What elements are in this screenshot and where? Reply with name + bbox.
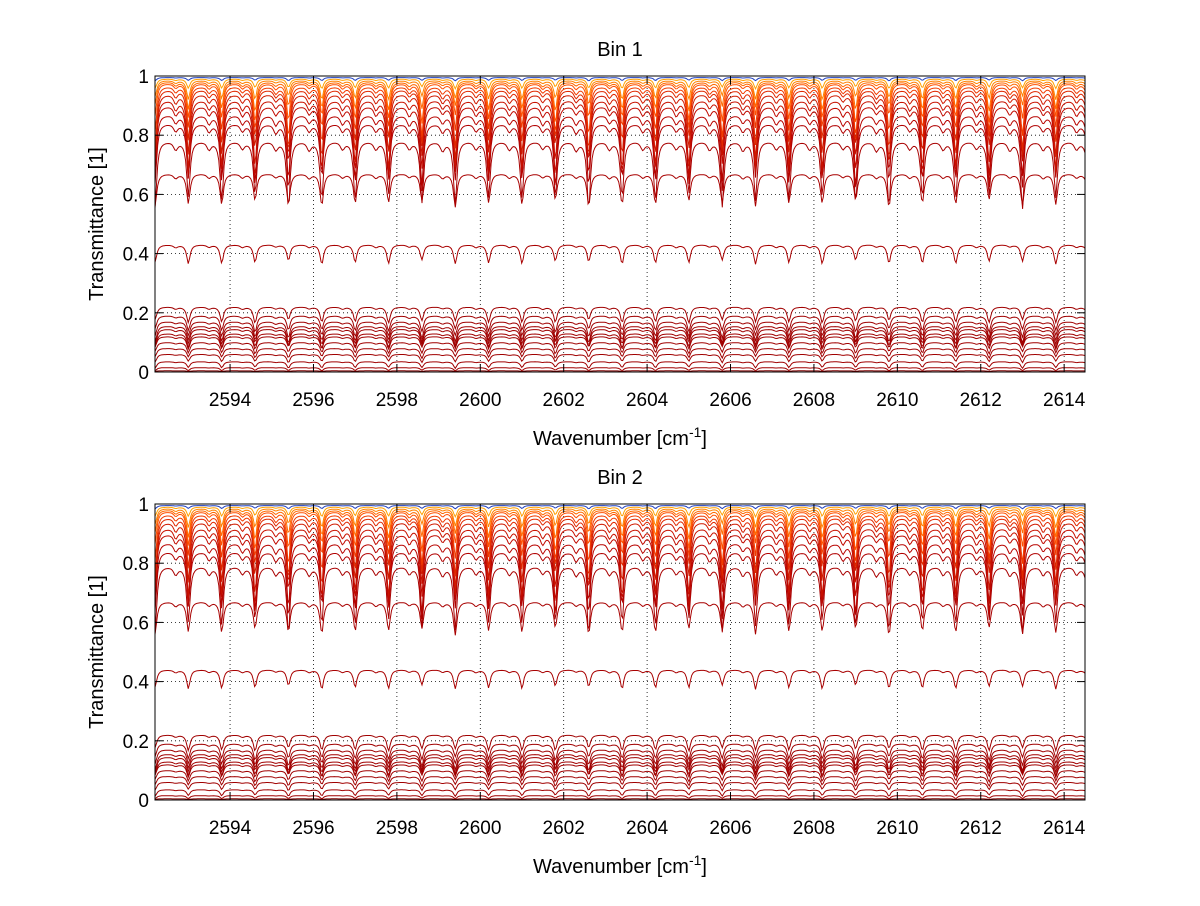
chart-2-ytick-label-1: 1	[138, 495, 149, 516]
chart-2-ytick-label-0.6: 0.6	[123, 613, 149, 634]
chart-2-series-level-27	[155, 795, 1085, 800]
chart-1-series-level-15	[155, 244, 1085, 266]
chart-2-series-level-5	[155, 512, 1085, 552]
chart-2-xtick-label-2608: 2608	[793, 818, 835, 839]
chart-1-xtick-label-2598: 2598	[376, 390, 418, 411]
chart-1-title: Bin 1	[597, 39, 643, 61]
chart-1-ylabel: Transmittance [1]	[86, 147, 108, 301]
chart-2-ylabel: Transmittance [1]	[86, 575, 108, 729]
chart-2-xtick-label-2606: 2606	[709, 818, 751, 839]
chart-1-series-level-1	[155, 77, 1085, 82]
chart-1-ytick-label-1: 1	[138, 67, 149, 88]
chart-1-series-level-2	[155, 78, 1085, 91]
chart-2-tick-marks	[155, 503, 1085, 801]
chart-2-series	[155, 505, 1085, 800]
chart-2-xtick-label-2602: 2602	[543, 818, 585, 839]
chart-1-series-level-7	[155, 90, 1085, 151]
chart-2-series-level-6	[155, 515, 1085, 566]
chart-1-xtick-label-2602: 2602	[543, 390, 585, 411]
chart-1-xtick-label-2608: 2608	[793, 390, 835, 411]
chart-2-series-level-2	[155, 506, 1085, 519]
chart-2-series-level-17	[155, 743, 1085, 763]
chart-1-series-level-17	[155, 315, 1085, 335]
chart-2-xtick-label-2596: 2596	[292, 818, 334, 839]
chart-2-series-level-8	[155, 523, 1085, 589]
chart-1-xtick-label-2594: 2594	[209, 390, 252, 411]
chart-2-series-level-25	[155, 781, 1085, 792]
chart-2-xtick-label-2614: 2614	[1043, 818, 1086, 839]
chart-2-series-level-13	[155, 567, 1085, 635]
chart-2-series-level-14	[155, 602, 1085, 636]
chart-1-series-level-5	[155, 84, 1085, 124]
chart-1-series-level-21	[155, 333, 1085, 351]
chart-1-series-level-25	[155, 353, 1085, 364]
chart-1-xtick-label-2600: 2600	[459, 390, 501, 411]
chart-1-xtick-label-2606: 2606	[709, 390, 751, 411]
chart-2-ytick-label-0: 0	[138, 791, 149, 812]
chart-2-axes-frame	[154, 503, 1086, 801]
chart-1-series-level-3	[155, 80, 1085, 102]
chart-1-series-level-9	[155, 101, 1085, 171]
chart-1-series-level-6	[155, 87, 1085, 138]
chart-2-xlabel: Wavenumber [cm-1]	[533, 852, 707, 878]
chart-2-series-level-26	[155, 789, 1085, 798]
chart-1-tick-marks	[155, 75, 1085, 373]
chart-1-xtick-label-2612: 2612	[960, 390, 1002, 411]
chart-1-xtick-label-2604: 2604	[626, 390, 669, 411]
chart-2-series-level-3	[155, 508, 1085, 530]
chart-2-series-level-21	[155, 761, 1085, 779]
chart-2-series-level-18	[155, 749, 1085, 769]
chart-2-series-level-20	[155, 757, 1085, 776]
chart-1-series-level-19	[155, 326, 1085, 345]
chart-1-ytick-label-0.2: 0.2	[123, 304, 149, 325]
chart-1-series-level-8	[155, 95, 1085, 161]
chart-2-xtick-label-2594: 2594	[209, 818, 252, 839]
chart-1-series-level-26	[155, 361, 1085, 370]
chart-1-ytick-label-0.6: 0.6	[123, 185, 149, 206]
chart-2-series-level-7	[155, 518, 1085, 579]
chart-2: 2594 2596 2598 2600 2602 2604 2606 2608 2610 2612…	[86, 467, 1086, 878]
chart-1-xtick-label-2596: 2596	[292, 390, 334, 411]
chart-2-ytick-label-0.2: 0.2	[123, 732, 149, 753]
chart-2-series-level-4	[155, 510, 1085, 540]
chart-1-ytick-label-0.8: 0.8	[123, 126, 149, 147]
chart-1-series-level-23	[155, 342, 1085, 356]
chart-1: 2594 2596 2598 2600 2602 2604 2606 2608 2610 2612…	[86, 39, 1086, 450]
chart-1-series	[155, 77, 1085, 372]
chart-1-ytick-label-0.4: 0.4	[123, 245, 150, 266]
chart-1-xtick-label-2614: 2614	[1043, 390, 1086, 411]
chart-2-series-level-16	[155, 734, 1085, 753]
chart-1-series-level-13	[155, 142, 1085, 209]
chart-2-xtick-label-2612: 2612	[960, 818, 1002, 839]
chart-2-xtick-label-2598: 2598	[376, 818, 418, 839]
chart-2-series-level-15	[155, 669, 1085, 691]
chart-2-xtick-label-2604: 2604	[626, 818, 669, 839]
chart-1-axes-frame	[154, 75, 1086, 373]
chart-2-xtick-label-2600: 2600	[459, 818, 501, 839]
chart-2-series-level-23	[155, 770, 1085, 784]
chart-2-series-level-1	[155, 505, 1085, 510]
chart-2-title: Bin 2	[597, 467, 643, 489]
chart-1-series-level-28	[155, 370, 1085, 372]
chart-2-ytick-label-0.8: 0.8	[123, 554, 149, 575]
chart-1-series-level-16	[155, 306, 1085, 325]
chart-2-series-level-9	[155, 529, 1085, 599]
chart-1-xlabel: Wavenumber [cm-1]	[533, 424, 707, 450]
chart-1-xtick-label-2610: 2610	[876, 390, 918, 411]
chart-1-series-level-20	[155, 329, 1085, 348]
chart-1-ytick-label-0: 0	[138, 363, 149, 384]
chart-2-series-level-28	[155, 798, 1085, 800]
chart-2-ytick-label-0.4: 0.4	[123, 673, 150, 694]
chart-1-series-level-24	[155, 348, 1085, 360]
chart-1-series-level-14	[155, 174, 1085, 208]
chart-1-series-level-4	[155, 82, 1085, 112]
chart-2-series-level-24	[155, 776, 1085, 788]
chart-2-xtick-label-2610: 2610	[876, 818, 918, 839]
chart-1-series-level-27	[155, 367, 1085, 372]
chart-2-series-level-19	[155, 754, 1085, 773]
chart-1-series-level-18	[155, 321, 1085, 341]
